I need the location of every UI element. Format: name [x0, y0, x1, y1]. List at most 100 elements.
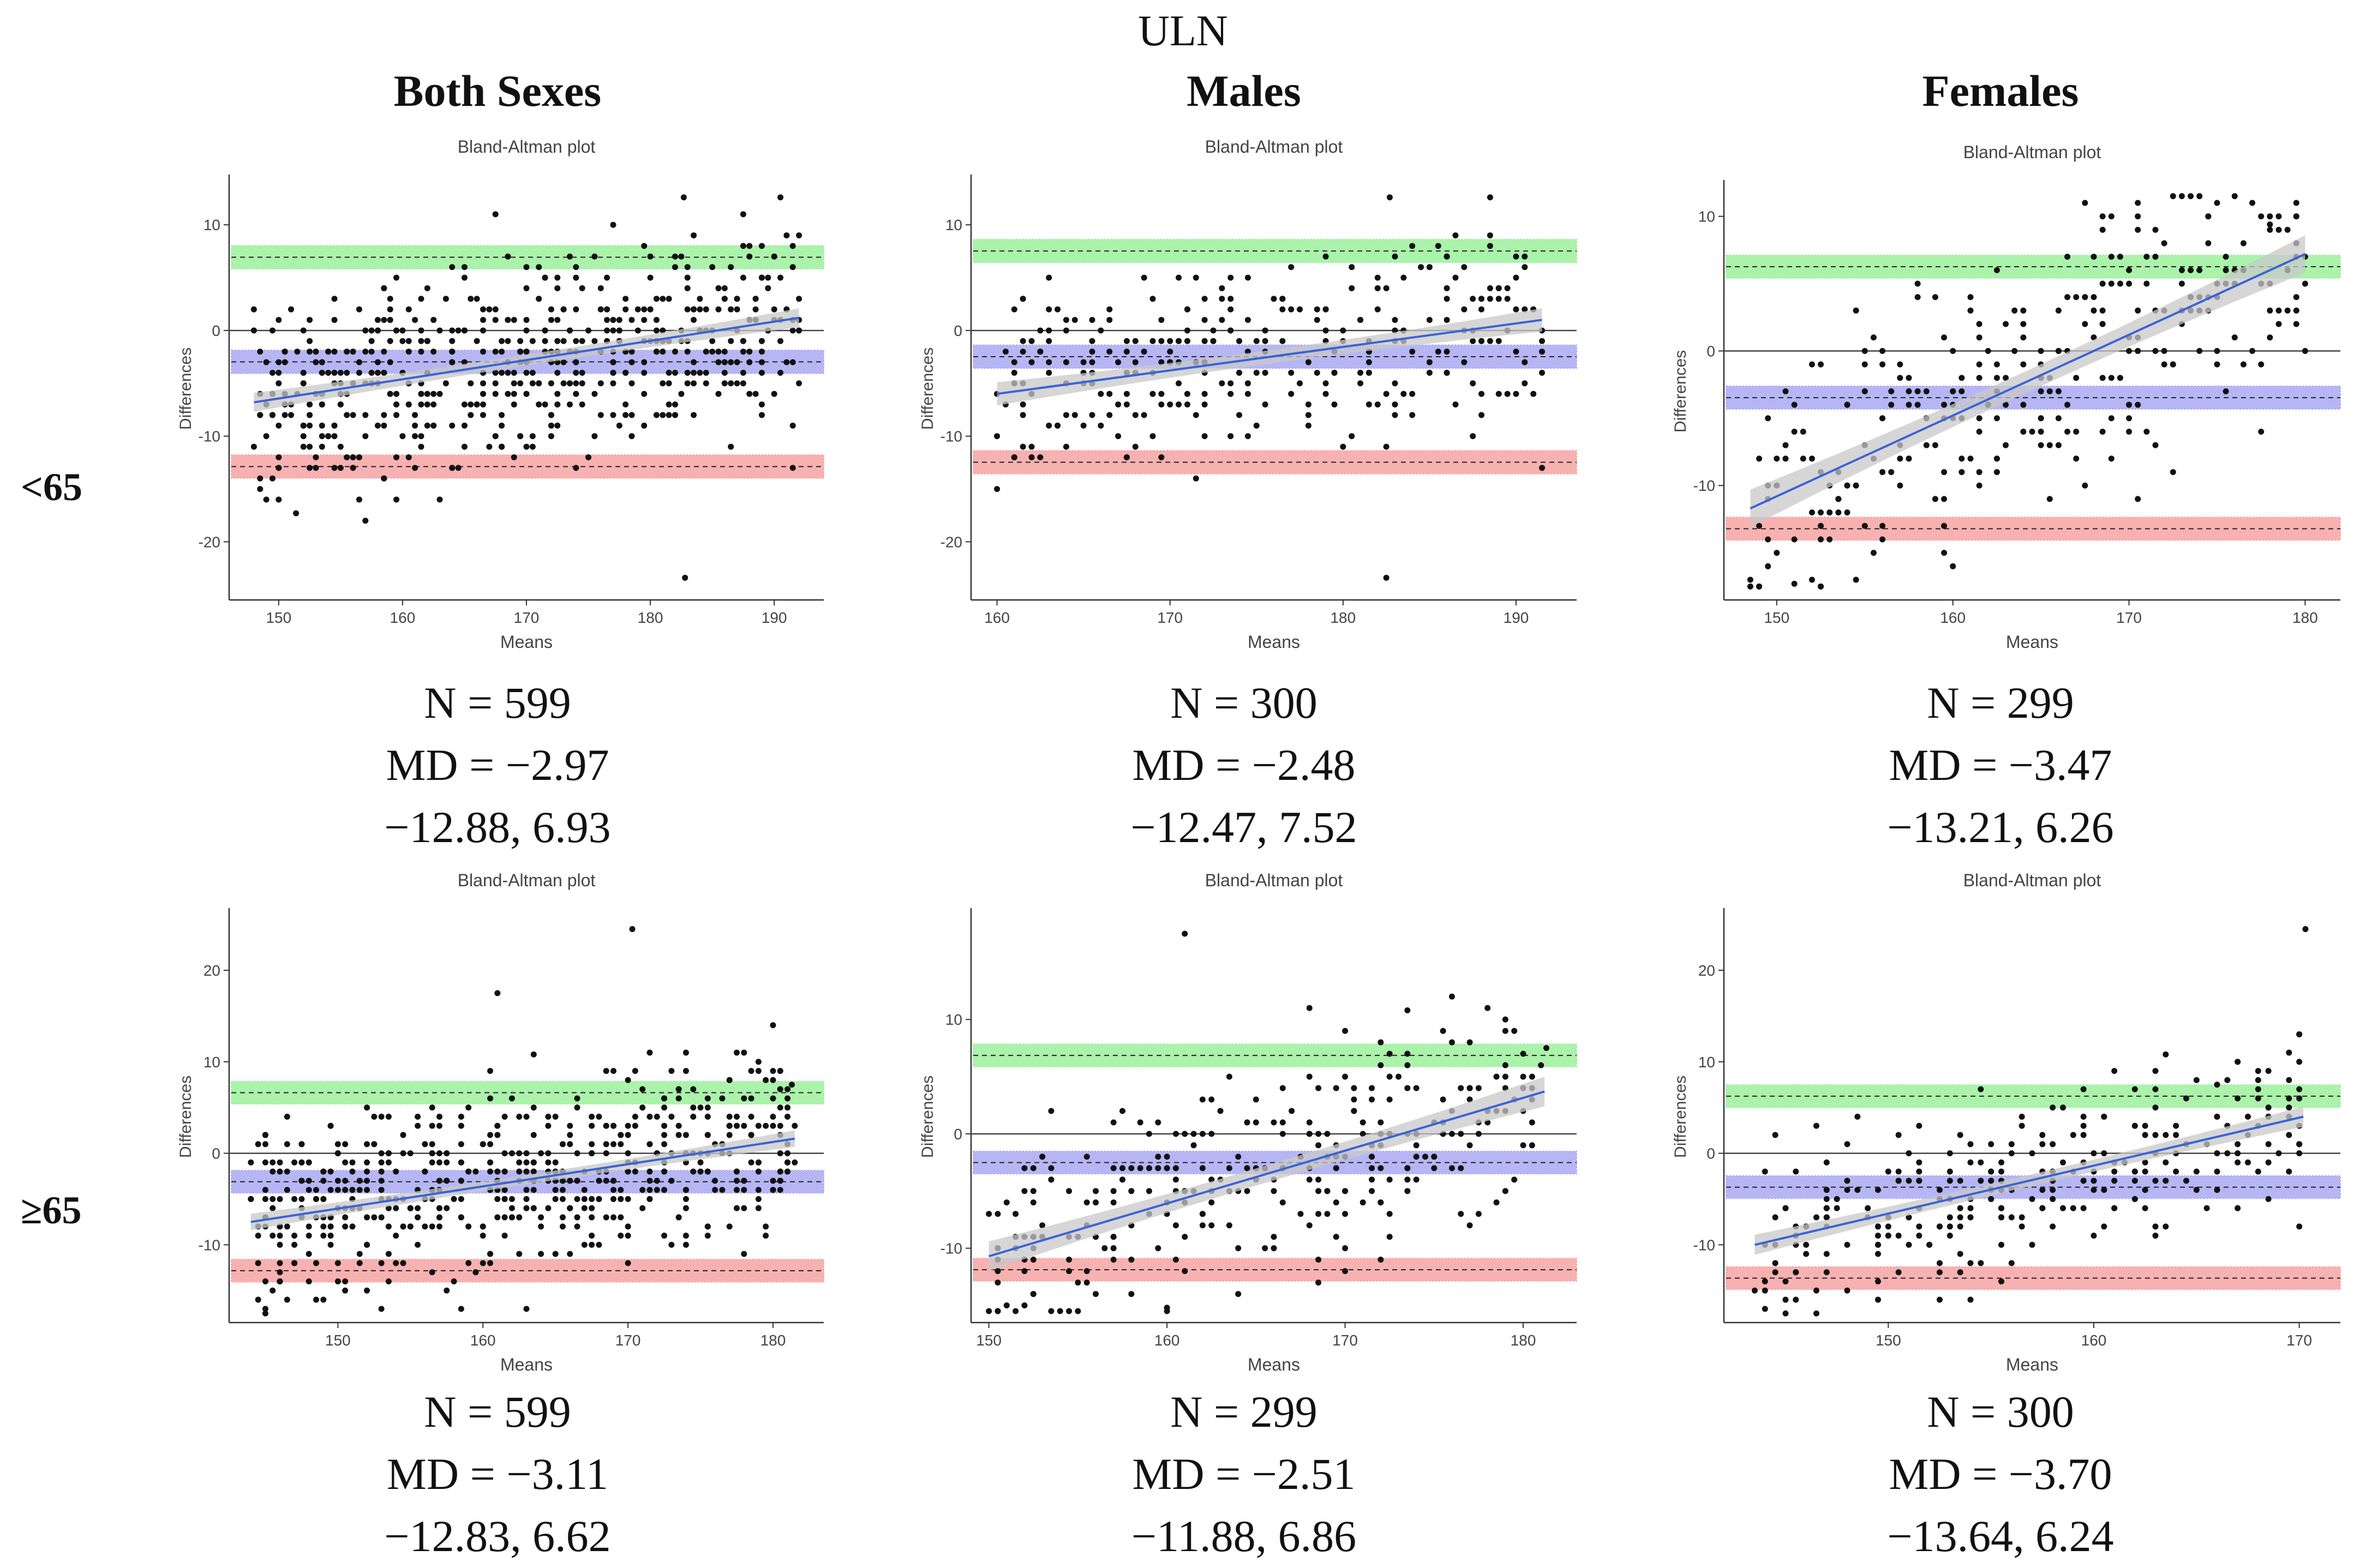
data-point [300, 433, 307, 440]
data-point [523, 1168, 530, 1175]
data-point [1941, 522, 1948, 529]
data-point [436, 496, 443, 503]
stat-n: N = 299 [1927, 678, 2074, 728]
data-point [622, 401, 629, 408]
data-point [262, 1187, 268, 1193]
data-point [523, 1159, 530, 1166]
data-point [337, 369, 344, 376]
data-point [499, 443, 505, 450]
data-point [378, 1214, 385, 1221]
data-point [385, 1251, 392, 1257]
data-point [2275, 1150, 2282, 1157]
data-point [350, 349, 356, 355]
data-point [792, 1159, 798, 1166]
data-point [501, 1233, 508, 1239]
data-point [530, 1205, 537, 1211]
data-point [675, 1095, 682, 1102]
data-point [393, 401, 400, 408]
data-point [1315, 1279, 1322, 1286]
data-point [1011, 369, 1017, 376]
data-point [1400, 391, 1407, 397]
data-point [530, 1168, 537, 1175]
data-point [1365, 359, 1372, 365]
data-point [277, 1159, 283, 1166]
data-point [2055, 442, 2062, 448]
data-point [733, 1114, 740, 1120]
data-point [1513, 306, 1519, 313]
data-point [554, 391, 561, 397]
data-point [2286, 1095, 2292, 1102]
data-point [1495, 391, 1502, 397]
data-point [1244, 317, 1251, 323]
data-point [1875, 1241, 1881, 1248]
data-point [487, 1159, 494, 1166]
data-point [275, 422, 282, 429]
data-point [492, 391, 499, 397]
data-point [2117, 280, 2123, 287]
data-point [567, 1177, 573, 1184]
data-point [430, 422, 437, 429]
data-point [733, 1177, 740, 1184]
data-point [678, 391, 685, 397]
data-point [1369, 1085, 1375, 1091]
data-point [1875, 1233, 1881, 1239]
data-point [1227, 380, 1234, 387]
data-point [277, 1278, 283, 1284]
data-point [2235, 1150, 2241, 1157]
data-point [436, 1214, 442, 1221]
data-point [1448, 993, 1455, 1000]
data-point [501, 1187, 508, 1193]
data-point [350, 465, 356, 471]
data-point [589, 1114, 595, 1120]
data-point [1333, 1085, 1339, 1091]
data-point [262, 1278, 268, 1284]
data-point [1030, 1257, 1037, 1263]
data-point [1030, 1188, 1037, 1194]
data-point [1914, 280, 1921, 287]
data-point [492, 211, 499, 218]
data-point [661, 1233, 668, 1239]
data-point [740, 369, 746, 376]
data-point [356, 306, 362, 313]
data-point [1357, 317, 1364, 323]
data-point [342, 1287, 349, 1294]
data-point [2008, 1214, 2015, 1221]
data-point [682, 1196, 689, 1202]
data-point [1440, 1096, 1446, 1103]
data-point [603, 1141, 609, 1148]
data-point [1782, 1205, 1789, 1211]
data-point [618, 1132, 624, 1138]
data-point [313, 359, 319, 365]
data-point [2163, 1051, 2169, 1058]
data-point [536, 296, 542, 302]
plot-title: Bland-Altman plot [1205, 870, 1343, 890]
data-point [262, 1159, 268, 1166]
stat-md: MD = −2.48 [1132, 740, 1356, 790]
data-point [523, 1187, 530, 1193]
data-point [262, 1310, 268, 1317]
data-point [492, 317, 499, 323]
data-point [1201, 317, 1208, 323]
data-point [1470, 296, 1476, 302]
data-point [349, 1223, 356, 1230]
data-point [1201, 401, 1208, 408]
data-point [646, 1177, 653, 1184]
data-point [660, 380, 666, 387]
data-point [378, 1168, 385, 1175]
data-point [1279, 1199, 1286, 1206]
data-point [418, 433, 424, 440]
data-point [721, 380, 728, 387]
data-point [429, 1122, 435, 1129]
data-point [2235, 1159, 2241, 1166]
data-point [733, 1205, 740, 1211]
data-point [1440, 1028, 1446, 1034]
data-point [1314, 306, 1320, 313]
data-point [1063, 317, 1069, 323]
data-point [2143, 254, 2150, 260]
data-point [418, 327, 424, 334]
data-point [746, 243, 753, 249]
data-point [1844, 1187, 1850, 1193]
data-point [2223, 388, 2229, 394]
data-point [610, 359, 616, 365]
data-point [2296, 1141, 2303, 1148]
